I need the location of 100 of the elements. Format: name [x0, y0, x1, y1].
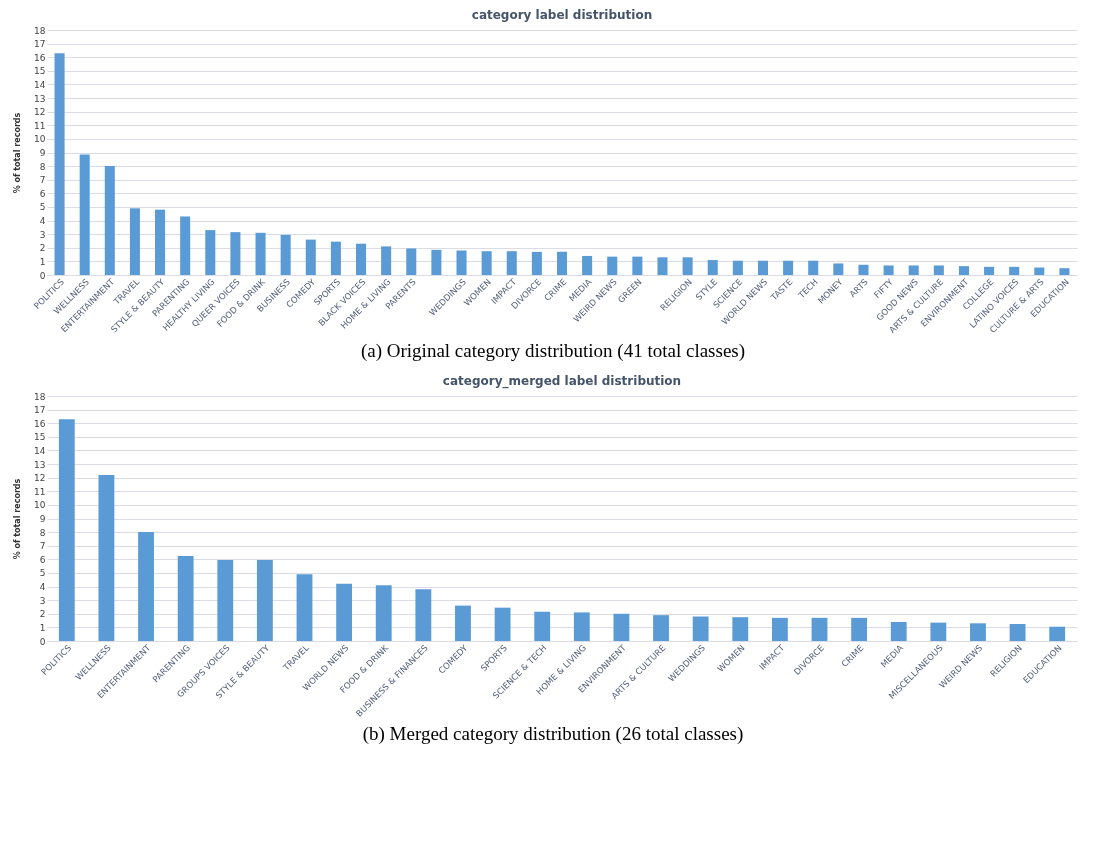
chart-title: category_merged label distribution: [442, 374, 682, 389]
bar: [406, 248, 417, 275]
y-tick-label: 9: [39, 148, 46, 158]
bar: [970, 623, 986, 641]
y-tick-label: 13: [34, 459, 46, 470]
bar: [481, 251, 492, 275]
bar: [138, 532, 154, 641]
bar: [205, 230, 216, 275]
bar: [1059, 268, 1070, 275]
y-tick-label: 2: [39, 609, 46, 620]
bar: [613, 613, 630, 641]
bar: [455, 605, 471, 641]
bar: [858, 264, 869, 275]
bar: [330, 241, 341, 275]
y-tick-label: 14: [34, 79, 46, 90]
bar: [958, 266, 969, 275]
y-tick-label: 10: [34, 134, 46, 145]
y-axis-title: % of total records: [13, 478, 23, 560]
y-tick-label: 1: [39, 256, 46, 267]
bar: [54, 53, 65, 275]
bar: [431, 249, 442, 275]
text: (b) Merged category distribution (26 total classes): [361, 723, 745, 745]
bar: [230, 232, 241, 275]
bar: [908, 265, 919, 275]
y-tick-label: 7: [39, 541, 46, 552]
bar: [771, 617, 788, 641]
bar: [98, 474, 115, 641]
bar: [256, 560, 273, 641]
y-tick-label: 12: [34, 107, 46, 118]
y-tick-label: 16: [34, 418, 46, 429]
bar: [177, 555, 194, 641]
bar: [653, 615, 669, 641]
y-tick-label: 5: [39, 202, 46, 213]
bar: [1009, 266, 1020, 275]
bar: [356, 243, 367, 275]
bar: [783, 260, 794, 275]
y-tick-label: 16: [34, 52, 46, 63]
bar: [415, 589, 432, 641]
bar: [692, 616, 709, 641]
bar: [155, 209, 166, 275]
bar: [296, 574, 313, 641]
y-tick-label: 17: [34, 405, 46, 416]
y-tick-label: 7: [39, 175, 46, 186]
bar: [381, 246, 392, 275]
y-tick-label: 18: [34, 391, 46, 402]
y-tick-label: 0: [39, 636, 46, 647]
bar: [757, 260, 768, 275]
y-tick-label: 1: [39, 622, 46, 633]
y-tick-label: 8: [39, 161, 46, 172]
bar: [217, 560, 234, 641]
y-tick-label: 11: [34, 486, 46, 497]
bar: [833, 263, 844, 275]
y-tick-label: 12: [34, 473, 46, 484]
y-tick-label: 6: [39, 188, 46, 199]
y-tick-label: 18: [34, 25, 46, 36]
y-tick-label: 13: [34, 93, 46, 104]
bar: [851, 617, 868, 641]
y-tick-label: 15: [34, 66, 46, 77]
bar: [280, 234, 291, 275]
bar: [1009, 623, 1026, 641]
y-tick-label: 17: [34, 39, 46, 50]
bar: [573, 612, 590, 641]
bar: [984, 266, 995, 275]
bar: [582, 255, 593, 275]
bar: [494, 607, 511, 641]
y-tick-label: 9: [39, 514, 46, 524]
y-tick-label: 14: [34, 445, 46, 456]
chart-title: category label distribution: [471, 8, 653, 22]
bar: [58, 419, 75, 641]
bar: [930, 622, 947, 641]
bar: [456, 250, 467, 275]
y-axis-title: % of total records: [13, 112, 23, 194]
y-tick-label: 15: [34, 432, 46, 443]
bar: [811, 617, 828, 641]
y-tick-label: 6: [39, 554, 46, 565]
y-tick-label: 10: [34, 500, 46, 511]
y-tick-label: 5: [39, 568, 46, 579]
bar: [255, 232, 266, 275]
bar: [129, 208, 140, 275]
bar: [79, 154, 90, 275]
y-tick-label: 0: [39, 270, 46, 281]
bar: [1034, 267, 1045, 275]
bar: [732, 617, 749, 641]
y-tick-label: 4: [39, 582, 46, 593]
bar: [883, 265, 894, 275]
bar: [104, 166, 115, 275]
bar: [890, 621, 907, 641]
y-tick-label: 8: [39, 527, 46, 538]
text: (a) Original category distribution (41 total classes): [359, 340, 747, 362]
bar: [531, 251, 542, 275]
y-tick-label: 11: [34, 120, 46, 131]
bar: [534, 611, 551, 641]
bar: [375, 585, 392, 641]
bar: [707, 260, 718, 275]
bar: [1049, 626, 1066, 641]
bar: [607, 256, 618, 275]
bar: [305, 239, 316, 275]
bar: [506, 251, 517, 275]
y-tick-label: 4: [39, 216, 46, 227]
bar: [732, 260, 743, 275]
